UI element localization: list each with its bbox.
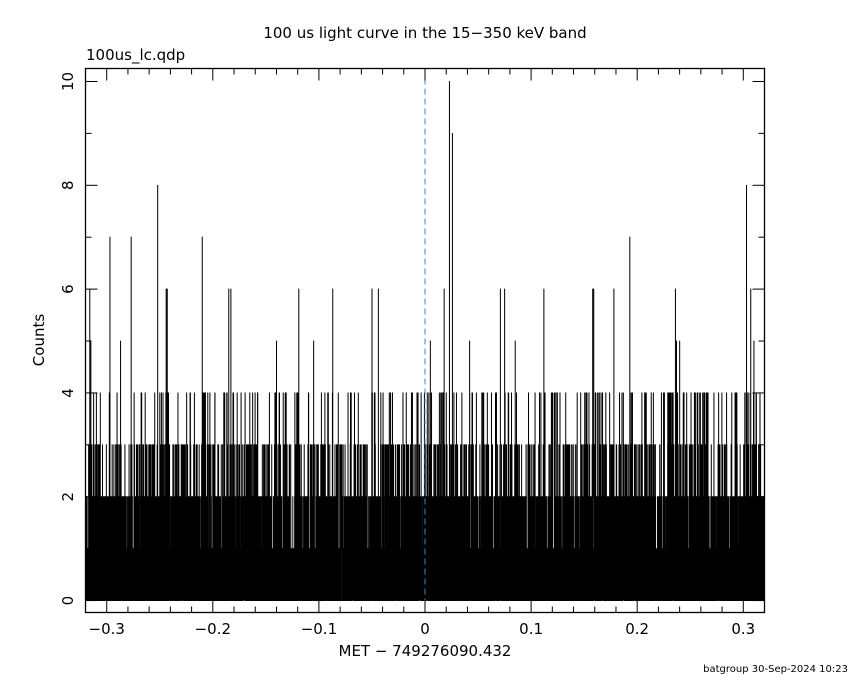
x-tick-label: 0.3 [731,620,755,638]
file-label: 100us_lc.qdp [86,46,185,65]
y-tick-label: 0 [59,596,77,606]
light-curve-series [85,81,765,602]
x-tick-label: 0.2 [625,620,649,638]
y-tick-label: 2 [59,492,77,502]
y-tick-label: 10 [59,72,77,91]
x-tick-label: −0.3 [89,620,125,638]
x-tick-label: −0.1 [301,620,337,638]
y-tick-label: 6 [59,284,77,294]
y-tick-label: 4 [59,388,77,398]
x-axis-label: MET − 749276090.432 [339,642,512,660]
x-tick-label: 0 [420,620,430,638]
chart-title: 100 us light curve in the 15−350 keV ban… [263,24,586,42]
y-axis-label: Counts [30,314,48,367]
y-tick-label: 8 [59,181,77,191]
x-tick-label: 0.1 [519,620,543,638]
x-tick-label: −0.2 [195,620,231,638]
plot-frame [84,67,766,614]
footer-label: batgroup 30-Sep-2024 10:23 [703,664,848,675]
